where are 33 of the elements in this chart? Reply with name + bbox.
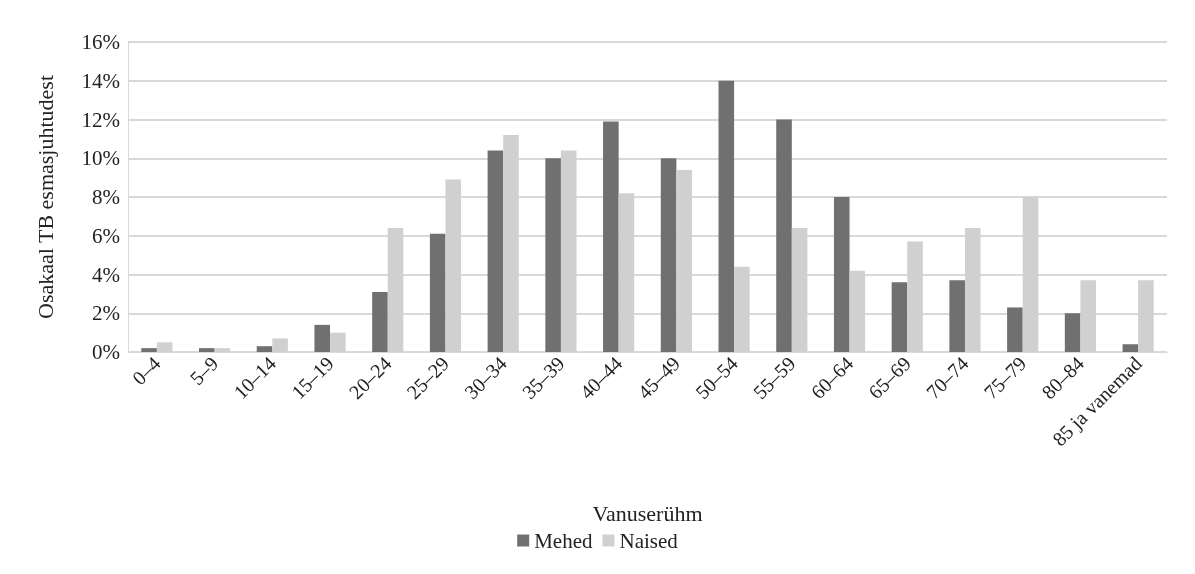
bar bbox=[718, 80, 735, 352]
x-tick-label: 5–9 bbox=[185, 352, 223, 389]
bar bbox=[199, 348, 215, 352]
bar bbox=[603, 121, 619, 352]
bar bbox=[372, 291, 388, 352]
bar bbox=[776, 119, 792, 352]
bar bbox=[833, 197, 850, 352]
y-tick-label: 2% bbox=[92, 301, 120, 326]
bar bbox=[256, 346, 273, 352]
legend-label: Naised bbox=[619, 528, 679, 553]
bar bbox=[1122, 344, 1139, 352]
y-tick-label: 6% bbox=[92, 223, 120, 248]
y-tick-label: 14% bbox=[81, 68, 120, 93]
bar bbox=[487, 150, 504, 352]
y-tick-label: 12% bbox=[81, 107, 120, 132]
bar bbox=[429, 233, 446, 352]
y-tick-label: 10% bbox=[81, 146, 120, 171]
bar bbox=[545, 158, 561, 352]
legend-label: Mehed bbox=[534, 528, 593, 553]
bar bbox=[660, 158, 677, 352]
y-axis-title: Osakaal TB esmasjuhtudest bbox=[32, 75, 58, 319]
y-tick-label: 8% bbox=[92, 185, 120, 209]
bar bbox=[1064, 313, 1081, 352]
bar bbox=[314, 324, 331, 352]
y-tick-label: 16% bbox=[81, 30, 120, 54]
y-tick-label: 0% bbox=[92, 340, 120, 364]
bar bbox=[949, 280, 965, 352]
bar bbox=[141, 348, 157, 352]
x-tick-label: 0–4 bbox=[127, 352, 165, 389]
y-tick-label: 4% bbox=[92, 262, 120, 287]
bar bbox=[1007, 307, 1023, 352]
bar bbox=[891, 282, 908, 352]
x-axis-title: Vanuserühm bbox=[592, 500, 703, 526]
